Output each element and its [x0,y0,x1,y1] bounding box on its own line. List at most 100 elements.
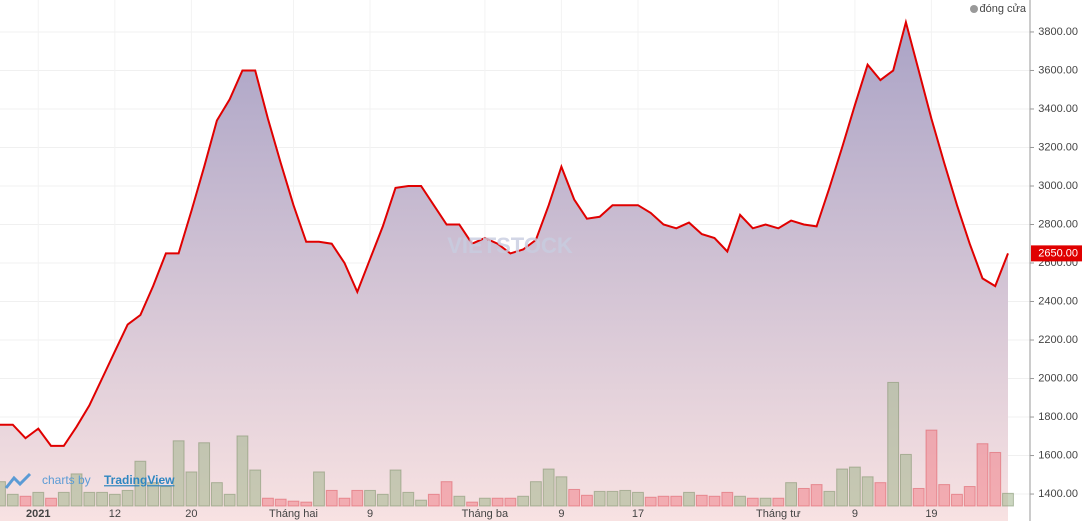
volume-bar [887,381,900,507]
volume-bar [466,501,479,507]
x-tick-label: 9 [852,508,858,520]
y-tick-label: 3200.00 [1038,141,1078,153]
volume-bar [976,443,989,507]
volume-bar [57,491,70,507]
volume-bar [925,429,938,507]
volume-bar [797,487,810,507]
volume-bar [989,451,1002,507]
volume-bar [708,495,721,507]
volume-bar [274,498,287,507]
volume-bar [45,497,57,507]
volume-bar [108,493,121,507]
x-tick-label: 9 [558,508,564,520]
y-tick-label: 1800.00 [1038,411,1078,423]
volume-bar [593,490,606,507]
volume-bar [517,495,530,507]
x-tick-label: Tháng ba [462,508,509,520]
volume-bar [542,468,555,507]
volume-bar [900,453,912,507]
volume-bar [721,491,734,507]
volume-bar [772,497,785,507]
volume-bar [287,500,300,507]
volume-bar [389,469,402,507]
credit: charts by [42,473,91,487]
volume-bar [440,481,453,507]
volume-bar [147,482,160,507]
y-tick-label: 1600.00 [1038,449,1078,461]
x-tick-label: 9 [367,508,373,520]
volume-bar [823,490,836,507]
volume-bar [555,476,568,507]
volume-bar [874,482,887,507]
volume-bar [325,489,338,507]
last-price-label: 2650.00 [1038,247,1078,259]
volume-bar [134,460,147,507]
volume-bar [810,484,823,507]
volume-bar [504,497,517,507]
credit-logo [4,472,32,489]
y-tick-label: 2400.00 [1038,295,1078,307]
volume-bar [70,473,83,507]
volume-bar [6,493,19,507]
volume-bar [734,495,746,507]
volume-bar [619,489,632,507]
volume-bar [785,482,798,507]
volume-bar [0,481,6,507]
volume-bar [453,495,466,507]
volume-bar [313,471,325,507]
volume-bar [223,493,236,507]
volume-bar [262,497,274,507]
volume-bar [172,440,185,507]
volume-bar [364,489,376,507]
volume-bar [96,491,108,507]
volume-bar [568,488,581,507]
volume-bar [19,495,32,507]
volume-bar [185,471,198,507]
x-tick-label: 19 [925,508,937,520]
volume-bar [83,491,96,507]
x-tick-label: 2021 [26,508,50,520]
volume-bar [912,487,925,507]
volume-bar [644,496,657,507]
y-tick-label: 2000.00 [1038,372,1078,384]
y-tick-label: 3000.00 [1038,180,1078,192]
watermark: VIETSTOCK [447,233,573,258]
volume-bar [683,491,695,507]
volume-bar [861,476,874,507]
y-tick-label: 3400.00 [1038,103,1078,115]
y-tick-label: 3800.00 [1038,26,1078,38]
volume-bar [529,481,542,507]
area-fill [0,22,1008,521]
volume-bar [198,442,211,507]
volume-bar [963,486,976,507]
volume-bar [32,491,45,507]
volume-bar [695,494,708,507]
legend-dot [970,5,978,13]
volume-bar [376,493,389,507]
volume-bar [848,466,861,507]
x-tick-label: Tháng hai [269,508,318,520]
price-line [0,18,1009,447]
volume-bar [210,482,223,507]
volume-bar [338,497,351,507]
volume-bar [759,497,772,507]
y-tick-label: 1400.00 [1038,488,1078,500]
volume-bar [478,497,491,507]
volume-bar [632,491,644,507]
volume-bar [402,491,415,507]
volume-bar [236,435,249,507]
legend-label: đóng cửa [979,3,1026,15]
volume-bar [938,484,951,507]
y-tick-label: 2200.00 [1038,334,1078,346]
x-tick-label: 12 [109,508,121,520]
x-tick-label: 17 [632,508,644,520]
credit-link[interactable]: TradingView [104,473,175,487]
volume-bar [121,489,134,507]
volume-bar [581,494,593,507]
volume-bar [159,486,172,507]
x-tick-label: 20 [185,508,197,520]
volume-bar [670,495,683,507]
volume-bar [415,499,427,507]
x-tick-label: Tháng tư [756,508,801,520]
